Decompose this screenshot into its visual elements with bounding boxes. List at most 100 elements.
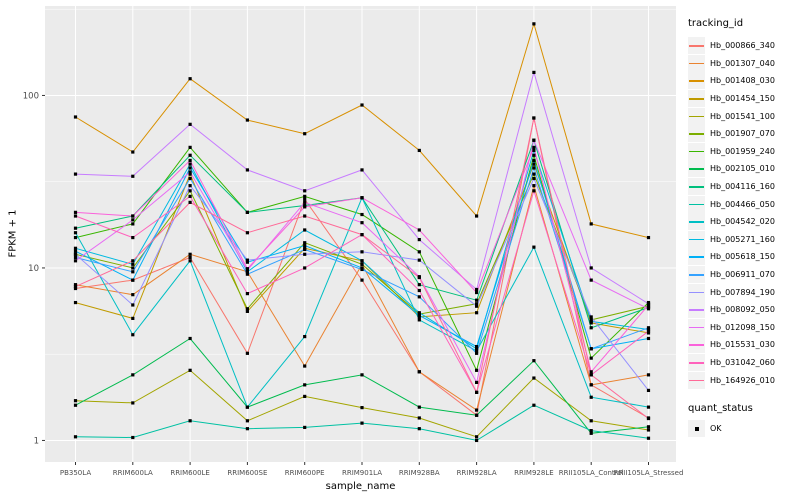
data-point bbox=[73, 286, 78, 291]
data-point bbox=[589, 319, 593, 323]
data-point bbox=[188, 194, 192, 198]
data-point bbox=[532, 376, 536, 380]
legend-line-icon bbox=[689, 168, 704, 171]
data-point bbox=[475, 351, 479, 355]
data-point bbox=[73, 231, 78, 235]
legend-item-Hb_164926_010: Hb_164926_010 bbox=[688, 371, 800, 389]
data-point bbox=[73, 249, 78, 253]
data-point bbox=[532, 359, 536, 363]
data-point bbox=[245, 351, 249, 355]
data-point bbox=[646, 331, 651, 335]
data-point bbox=[532, 158, 536, 163]
data-point bbox=[303, 228, 307, 232]
legend-line-icon bbox=[689, 98, 704, 100]
legend-item-Hb_008092_050: Hb_008092_050 bbox=[688, 301, 800, 319]
legend-line-icon bbox=[689, 309, 704, 311]
data-point bbox=[646, 405, 651, 409]
legend-item-label: Hb_000866_340 bbox=[710, 41, 775, 51]
legend-item-label: Hb_004466_050 bbox=[710, 199, 775, 209]
data-point bbox=[360, 278, 364, 282]
legend-item-label: Hb_012098_150 bbox=[710, 322, 775, 332]
data-point bbox=[417, 370, 421, 374]
data-point bbox=[646, 307, 651, 311]
data-point bbox=[475, 408, 479, 412]
data-point bbox=[589, 429, 593, 433]
legend-item-Hb_001408_030: Hb_001408_030 bbox=[688, 72, 800, 90]
data-point bbox=[188, 145, 192, 149]
data-point bbox=[131, 235, 135, 240]
data-point bbox=[303, 247, 307, 252]
legend-item-label: Hb_001907_070 bbox=[710, 129, 775, 139]
data-point bbox=[417, 313, 421, 318]
data-point bbox=[73, 284, 78, 289]
data-point bbox=[646, 329, 651, 333]
x-tick-label: RRIM928LE bbox=[514, 469, 554, 477]
legend-line-icon bbox=[689, 291, 704, 294]
legend-item-Hb_001907_070: Hb_001907_070 bbox=[688, 125, 800, 143]
data-point bbox=[73, 435, 78, 439]
data-point bbox=[360, 196, 364, 200]
x-tick-label: RRIM928LA bbox=[457, 469, 497, 477]
data-point bbox=[589, 266, 593, 270]
data-point bbox=[245, 419, 249, 423]
x-tick-label: RRIM600SE bbox=[227, 469, 267, 477]
data-point bbox=[188, 166, 192, 170]
data-point bbox=[245, 427, 249, 431]
legend-line-icon bbox=[689, 361, 704, 364]
data-point bbox=[188, 77, 192, 81]
legend-item-Hb_004542_020: Hb_004542_020 bbox=[688, 213, 800, 231]
legend-key-swatch bbox=[688, 248, 705, 266]
legend-line-icon bbox=[689, 45, 704, 47]
data-point bbox=[303, 394, 307, 399]
data-point bbox=[188, 176, 192, 181]
legend-key-swatch bbox=[688, 371, 705, 389]
data-point bbox=[646, 428, 651, 432]
data-point bbox=[475, 298, 479, 302]
legend-item-label: Hb_001541_100 bbox=[710, 111, 775, 121]
legend: tracking_id Hb_000866_340 Hb_001307_040 Hb… bbox=[688, 18, 800, 438]
data-point bbox=[360, 221, 364, 225]
data-point bbox=[73, 399, 78, 403]
legend-item-label: Hb_164926_010 bbox=[710, 375, 775, 385]
data-point bbox=[131, 214, 135, 218]
data-point bbox=[589, 347, 593, 351]
legend-item-label: Hb_002105_010 bbox=[710, 164, 775, 174]
data-point bbox=[188, 172, 192, 176]
legend-key-swatch bbox=[688, 283, 705, 301]
data-point bbox=[360, 259, 364, 263]
x-tick-label: RRIM600PE bbox=[285, 469, 325, 477]
data-point bbox=[73, 403, 78, 407]
legend-key-swatch bbox=[688, 266, 705, 284]
data-point bbox=[589, 395, 593, 399]
data-point bbox=[646, 235, 651, 240]
black-square-point-icon bbox=[694, 426, 699, 431]
data-point bbox=[73, 172, 78, 176]
legend-item-label: Hb_006911_070 bbox=[710, 270, 775, 280]
x-tick-label: RRIM901LA bbox=[342, 469, 382, 477]
data-point bbox=[475, 413, 479, 417]
legend-key-swatch bbox=[688, 213, 705, 231]
data-point bbox=[589, 315, 593, 319]
legend-line-icon bbox=[689, 326, 704, 329]
data-point bbox=[73, 252, 78, 256]
data-point bbox=[646, 326, 651, 330]
legend-key-swatch bbox=[688, 54, 705, 72]
data-point bbox=[131, 293, 135, 297]
legend-line-icon bbox=[689, 80, 704, 83]
data-point bbox=[360, 421, 364, 425]
data-point bbox=[131, 150, 135, 154]
data-point bbox=[532, 162, 536, 166]
data-point bbox=[360, 262, 364, 266]
data-point bbox=[417, 288, 421, 293]
legend-key-swatch bbox=[688, 336, 705, 354]
data-point bbox=[475, 304, 479, 308]
data-point bbox=[188, 170, 192, 174]
data-point bbox=[131, 333, 135, 337]
legend-key-swatch bbox=[688, 107, 705, 125]
data-point bbox=[245, 210, 249, 214]
y-axis-title: FPKM + 1 bbox=[7, 209, 19, 258]
data-point bbox=[589, 431, 593, 435]
legend-item-Hb_002105_010: Hb_002105_010 bbox=[688, 160, 800, 178]
data-point bbox=[73, 210, 78, 214]
data-point bbox=[131, 270, 135, 274]
